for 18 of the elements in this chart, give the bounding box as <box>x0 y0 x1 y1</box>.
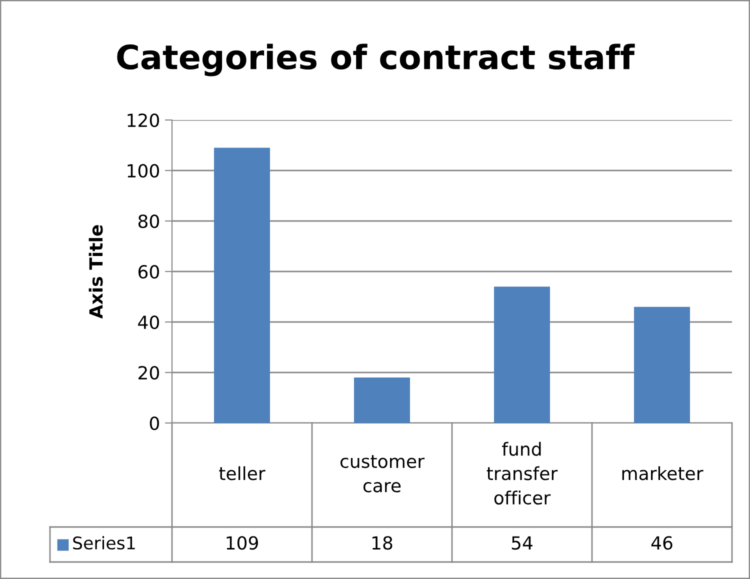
x-tick-label: teller <box>219 466 266 480</box>
y-tick-label: 0 <box>150 416 159 430</box>
data-label: 109 <box>226 536 258 550</box>
y-axis-title: Axis Title <box>88 225 103 319</box>
x-tick-label: marketer <box>622 466 704 480</box>
data-label: 46 <box>651 536 672 550</box>
x-tick-label: fund transfer officer <box>486 442 558 505</box>
data-label: 18 <box>372 536 392 550</box>
legend-label: Series1 <box>73 536 135 550</box>
x-tick-label: customer care <box>340 455 425 492</box>
y-tick-label: 120 <box>128 113 159 128</box>
y-tick-label: 60 <box>138 264 159 279</box>
y-tick-label: 100 <box>128 164 159 178</box>
data-label: 54 <box>512 536 532 550</box>
chart-title: Categories of contract staff <box>117 44 635 76</box>
y-tick-label: 80 <box>138 214 159 228</box>
y-tick-label: 20 <box>138 366 159 380</box>
y-tick-label: 40 <box>138 315 159 330</box>
